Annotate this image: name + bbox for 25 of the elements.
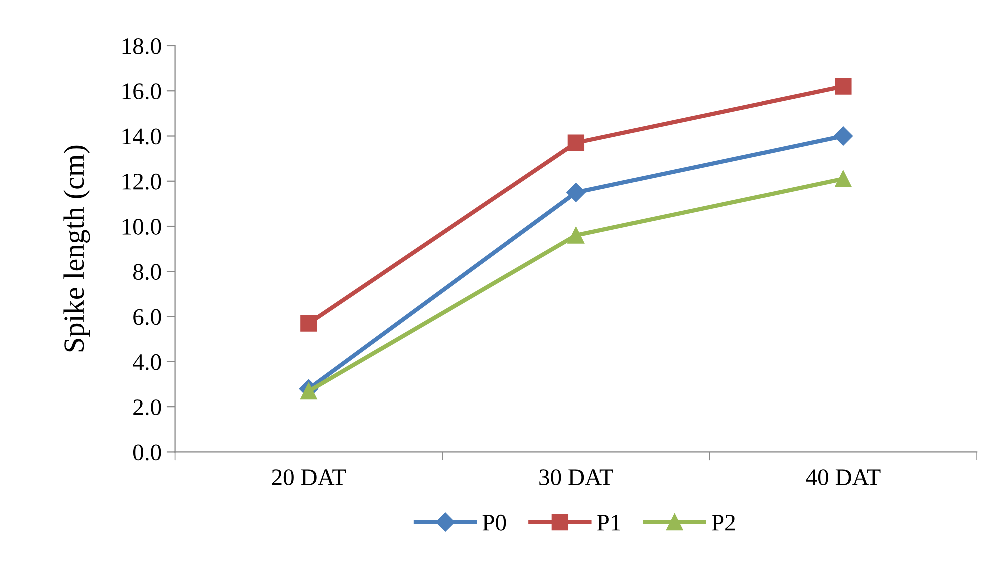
y-tick-label: 8.0 xyxy=(133,264,162,280)
y-tick-label: 14.0 xyxy=(122,128,162,145)
point xyxy=(566,183,586,202)
x-tick-label: 30 DAT xyxy=(540,470,614,486)
point xyxy=(835,78,852,95)
point xyxy=(568,227,585,244)
y-tick-label: 6.0 xyxy=(134,309,162,326)
y-tick-label: 10.0 xyxy=(122,219,162,236)
point xyxy=(835,170,852,188)
y-tick-label: 0.0 xyxy=(133,444,162,461)
point xyxy=(568,134,585,152)
y-tick-label: 12.0 xyxy=(122,174,162,190)
point xyxy=(834,126,853,146)
legend-label: P2 xyxy=(712,514,736,531)
y-axis-title: Spike length (cm) xyxy=(64,146,90,352)
x-tick-label: 40 DAT xyxy=(806,470,881,486)
y-tick-label: 4.0 xyxy=(133,354,162,370)
y-tick-label: 2.0 xyxy=(134,400,162,416)
legend-label: P0 xyxy=(482,514,506,531)
point xyxy=(300,382,318,400)
legend-label: P1 xyxy=(597,515,620,531)
y-tick-label: 18.0 xyxy=(122,38,162,55)
y-tick-label: 16.0 xyxy=(122,84,162,100)
x-tick-label: 20 DAT xyxy=(272,470,346,486)
point xyxy=(300,315,318,332)
